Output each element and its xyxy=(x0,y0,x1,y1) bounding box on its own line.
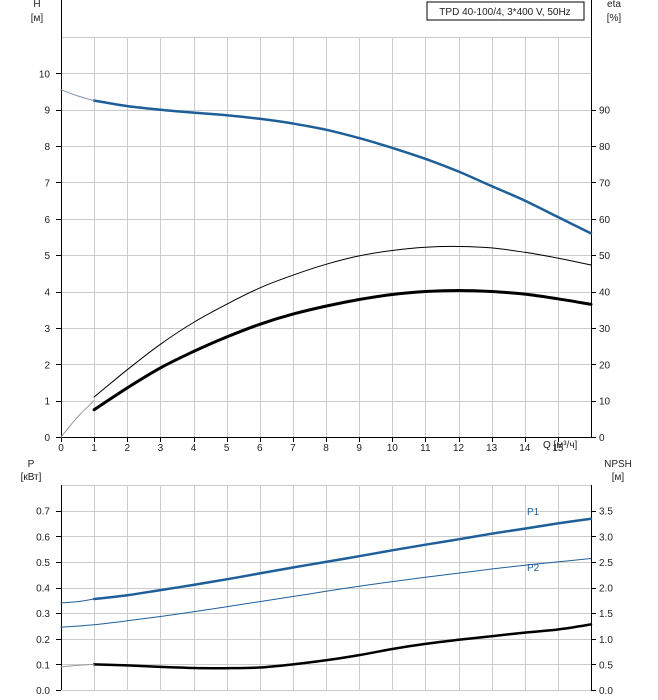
chart-title: TPD 40-100/4, 3*400 V, 50Hz xyxy=(439,7,570,18)
x-tick-label: 10 xyxy=(387,443,399,454)
y-tick-label: 6 xyxy=(44,215,50,226)
x-tick-label: 0 xyxy=(58,443,64,454)
bottom-series-line-2 xyxy=(60,558,592,628)
top-y-tick-labels: 0 1 2 3 4 5 6 7 8 9 10 xyxy=(39,69,51,444)
y-tick-label: 3 xyxy=(44,324,50,335)
y2-tick-label: 30 xyxy=(599,324,611,335)
x-tick-label: 8 xyxy=(323,443,329,454)
top-series-line-2 xyxy=(93,245,592,398)
bottom-y2-tick-label: 3.0 xyxy=(599,532,613,543)
bottom-grid xyxy=(56,485,596,691)
series-label-p2: P2 xyxy=(527,563,540,574)
bottom-series-line-3 xyxy=(92,623,593,670)
x-tick-label: 9 xyxy=(356,443,362,454)
bottom-y-tick-label: 0.1 xyxy=(36,660,50,671)
y2-axis-label-eta: eta xyxy=(607,0,621,10)
y-tick-label: 9 xyxy=(44,106,50,117)
y2-axis-unit-eta: [%] xyxy=(607,13,622,24)
y2-tick-label: 0 xyxy=(599,433,605,444)
bottom-y-tick-label: 0.5 xyxy=(36,558,50,569)
y2-tick-label: 60 xyxy=(599,215,611,226)
x-tick-label: 6 xyxy=(257,443,263,454)
y-tick-label: 2 xyxy=(44,360,50,371)
bottom-y2-tick-label: 0.5 xyxy=(599,660,613,671)
x-tick-label: 13 xyxy=(486,443,498,454)
top-y2-tick-labels: 0 10 20 30 40 50 60 70 80 90 xyxy=(599,106,611,444)
y-tick-label: 7 xyxy=(44,178,50,189)
y-tick-label: 10 xyxy=(39,69,51,80)
x-tick-label: 2 xyxy=(124,443,130,454)
x-tick-label: 12 xyxy=(453,443,465,454)
x-tick-label: 7 xyxy=(290,443,296,454)
x-axis-label: Q [м³/ч] xyxy=(543,440,578,451)
bottom-series-line-4 xyxy=(60,663,95,668)
y2-tick-label: 20 xyxy=(599,360,611,371)
power-npsh-panel: 0.0 0.1 0.2 0.3 0.4 0.5 0.6 0.7 0.0 0.5 1.0 1.5 2.0… xyxy=(21,459,632,697)
y2-tick-label: 50 xyxy=(599,251,611,262)
bottom-y2-tick-label: 1.5 xyxy=(599,609,613,620)
top-series-line-0 xyxy=(92,99,593,235)
x-tick-label: 11 xyxy=(420,443,431,454)
y2-tick-label: 80 xyxy=(599,142,611,153)
series-label-p1: P1 xyxy=(527,507,540,518)
title-box xyxy=(426,1,585,21)
bottom-series xyxy=(60,517,593,670)
y2-tick-label: 40 xyxy=(599,288,611,299)
bottom-series-line-0 xyxy=(92,517,593,601)
x-tick-label: 4 xyxy=(191,443,197,454)
top-x-tick-labels: 0 1 2 3 4 5 6 7 8 9 10 11 12 13 14 15 xyxy=(58,443,564,454)
bottom-y2-tick-label: 0.0 xyxy=(599,686,613,697)
bottom-y2-tick-label: 1.0 xyxy=(599,635,613,646)
y-tick-label: 0 xyxy=(44,433,50,444)
y2-axis-label-npsh: NPSH xyxy=(604,459,632,470)
x-tick-label: 5 xyxy=(224,443,230,454)
bottom-y2-tick-labels: 0.0 0.5 1.0 1.5 2.0 2.5 3.0 3.5 xyxy=(599,507,613,697)
bottom-y-tick-label: 0.0 xyxy=(36,686,50,697)
y2-tick-label: 10 xyxy=(599,397,611,408)
y-tick-label: 1 xyxy=(44,397,50,408)
top-grid xyxy=(56,0,596,442)
top-series-line-1 xyxy=(60,89,95,102)
y-axis-label-head: H xyxy=(33,0,40,10)
bottom-y-tick-label: 0.2 xyxy=(36,635,50,646)
top-series-line-3 xyxy=(92,289,593,412)
top-series xyxy=(60,89,593,438)
bottom-y-tick-label: 0.6 xyxy=(36,532,50,543)
x-tick-label: 3 xyxy=(158,443,164,454)
y2-tick-label: 70 xyxy=(599,178,611,189)
y-tick-label: 4 xyxy=(44,288,50,299)
bottom-y2-tick-label: 2.0 xyxy=(599,584,613,595)
bottom-y-tick-labels: 0.0 0.1 0.2 0.3 0.4 0.5 0.6 0.7 xyxy=(36,507,50,697)
x-tick-label: 15 xyxy=(552,443,564,454)
top-series-line-4 xyxy=(60,400,95,438)
bottom-y2-tick-label: 2.5 xyxy=(599,558,613,569)
y-axis-unit-head: [м] xyxy=(31,13,44,24)
bottom-y2-tick-label: 3.5 xyxy=(599,507,613,518)
y2-axis-unit-npsh: [м] xyxy=(612,472,625,483)
x-tick-label: 14 xyxy=(519,443,531,454)
bottom-y-tick-label: 0.7 xyxy=(36,507,50,518)
y-tick-label: 5 xyxy=(44,251,50,262)
bottom-y-tick-label: 0.3 xyxy=(36,609,50,620)
y-tick-label: 8 xyxy=(44,142,50,153)
y2-tick-label: 90 xyxy=(599,106,611,117)
y-axis-label-power: P xyxy=(28,459,35,470)
x-tick-label: 1 xyxy=(91,443,97,454)
y-axis-unit-power: [кВт] xyxy=(21,472,42,483)
bottom-y-tick-label: 0.4 xyxy=(36,584,50,595)
bottom-series-line-1 xyxy=(60,598,95,604)
